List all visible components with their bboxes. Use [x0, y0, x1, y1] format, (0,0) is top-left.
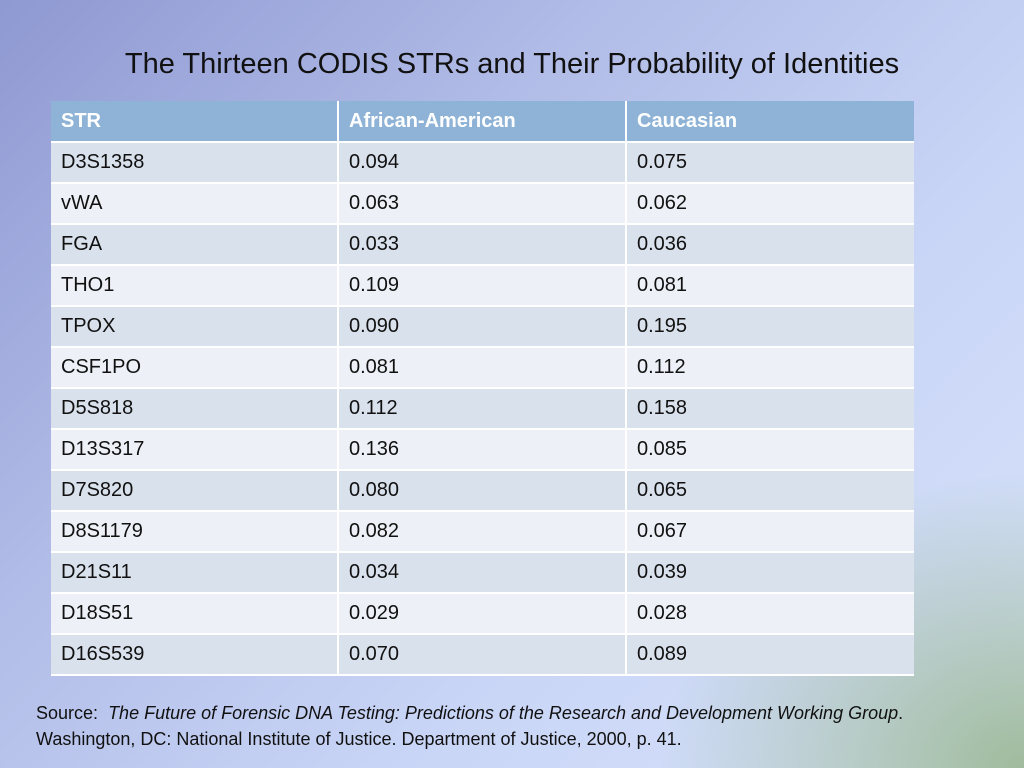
- caucasian-value-cell: 0.075: [626, 142, 914, 184]
- str-name-cell: TPOX: [51, 306, 339, 348]
- african-american-value-cell: 0.090: [338, 306, 627, 348]
- str-name-cell: CSF1PO: [51, 347, 339, 389]
- african-american-value-cell: 0.112: [338, 388, 627, 430]
- table-row: TPOX 0.090 0.195: [51, 306, 914, 348]
- table-row: D13S317 0.136 0.085: [51, 429, 914, 471]
- table-row: D7S820 0.080 0.065: [51, 470, 914, 512]
- str-name-cell: D8S1179: [51, 511, 339, 553]
- caucasian-value-cell: 0.036: [626, 224, 914, 266]
- source-prefix: Source:: [36, 703, 99, 723]
- caucasian-value-cell: 0.112: [626, 347, 914, 389]
- slide-title: The Thirteen CODIS STRs and Their Probab…: [124, 48, 900, 80]
- table-row: D21S11 0.034 0.039: [51, 552, 914, 594]
- african-american-value-cell: 0.081: [338, 347, 627, 389]
- african-american-value-cell: 0.063: [338, 183, 627, 225]
- african-american-value-cell: 0.034: [338, 552, 627, 594]
- str-name-cell: vWA: [51, 183, 339, 225]
- african-american-value-cell: 0.033: [338, 224, 627, 266]
- source-work-title: The Future of Forensic DNA Testing: Pred…: [108, 703, 899, 723]
- caucasian-value-cell: 0.085: [626, 429, 914, 471]
- caucasian-value-cell: 0.158: [626, 388, 914, 430]
- african-american-value-cell: 0.080: [338, 470, 627, 512]
- column-header-caucasian: Caucasian: [626, 101, 914, 143]
- str-probability-table: STR African-American Caucasian D3S1358 0…: [51, 101, 914, 676]
- table-row: D5S818 0.112 0.158: [51, 388, 914, 430]
- table-row: D3S1358 0.094 0.075: [51, 142, 914, 184]
- table-row: D16S539 0.070 0.089: [51, 634, 914, 676]
- str-name-cell: THO1: [51, 265, 339, 307]
- african-american-value-cell: 0.109: [338, 265, 627, 307]
- str-name-cell: D16S539: [51, 634, 339, 676]
- african-american-value-cell: 0.082: [338, 511, 627, 553]
- table-row: FGA 0.033 0.036: [51, 224, 914, 266]
- str-name-cell: D5S818: [51, 388, 339, 430]
- str-name-cell: D21S11: [51, 552, 339, 594]
- caucasian-value-cell: 0.195: [626, 306, 914, 348]
- table-row: D18S51 0.029 0.028: [51, 593, 914, 635]
- caucasian-value-cell: 0.028: [626, 593, 914, 635]
- str-name-cell: D18S51: [51, 593, 339, 635]
- str-name-cell: D7S820: [51, 470, 339, 512]
- caucasian-value-cell: 0.089: [626, 634, 914, 676]
- str-name-cell: D3S1358: [51, 142, 339, 184]
- table-row: CSF1PO 0.081 0.112: [51, 347, 914, 389]
- table-header-row: STR African-American Caucasian: [51, 101, 914, 143]
- caucasian-value-cell: 0.039: [626, 552, 914, 594]
- caucasian-value-cell: 0.081: [626, 265, 914, 307]
- column-header-str: STR: [51, 101, 339, 143]
- african-american-value-cell: 0.094: [338, 142, 627, 184]
- table-row: THO1 0.109 0.081: [51, 265, 914, 307]
- source-publication-details: . Washington, DC: National Institute of …: [36, 703, 904, 749]
- str-name-cell: D13S317: [51, 429, 339, 471]
- caucasian-value-cell: 0.067: [626, 511, 914, 553]
- table-row: vWA 0.063 0.062: [51, 183, 914, 225]
- source-citation: Source: The Future of Forensic DNA Testi…: [36, 700, 986, 752]
- column-header-african-american: African-American: [338, 101, 627, 143]
- caucasian-value-cell: 0.062: [626, 183, 914, 225]
- african-american-value-cell: 0.136: [338, 429, 627, 471]
- caucasian-value-cell: 0.065: [626, 470, 914, 512]
- table-row: D8S1179 0.082 0.067: [51, 511, 914, 553]
- str-name-cell: FGA: [51, 224, 339, 266]
- african-american-value-cell: 0.070: [338, 634, 627, 676]
- african-american-value-cell: 0.029: [338, 593, 627, 635]
